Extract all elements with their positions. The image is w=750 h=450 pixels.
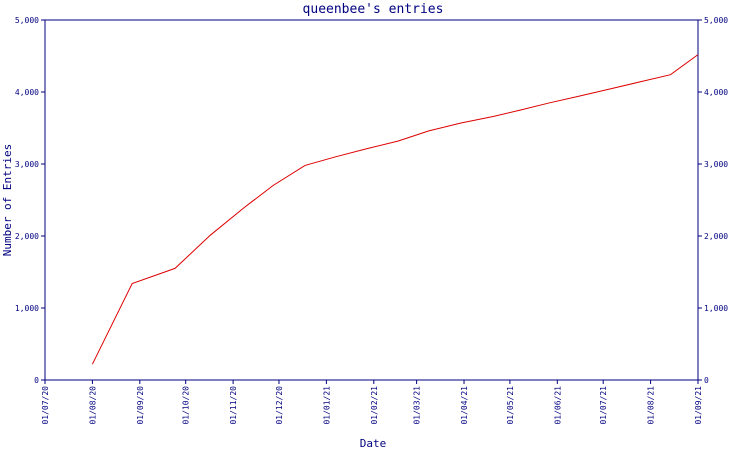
y-tick-label-right: 5,000 <box>704 16 728 25</box>
y-axis-label: Number of Entries <box>1 144 14 257</box>
y-tick-label-right: 3,000 <box>704 160 728 169</box>
y-tick-label-left: 2,000 <box>15 232 39 241</box>
y-tick-label-left: 4,000 <box>15 88 39 97</box>
x-axis-label: Date <box>360 437 387 450</box>
x-tick-label: 01/10/20 <box>182 386 191 425</box>
x-tick-label: 01/07/20 <box>41 386 50 425</box>
y-tick-label-left: 5,000 <box>15 16 39 25</box>
y-tick-label-left: 0 <box>34 376 39 385</box>
x-tick-label: 01/03/21 <box>413 386 422 425</box>
x-tick-label: 01/09/20 <box>136 386 145 425</box>
y-tick-label-left: 3,000 <box>15 160 39 169</box>
x-tick-label: 01/05/21 <box>506 386 515 425</box>
series-line <box>91 54 699 365</box>
y-tick-label-right: 0 <box>704 376 709 385</box>
chart-title: queenbee's entries <box>303 2 444 17</box>
x-tick-label: 01/04/21 <box>460 386 469 425</box>
x-tick-label: 01/02/21 <box>370 386 379 425</box>
plot-frame <box>44 19 699 381</box>
x-tick-label: 01/09/21 <box>694 386 703 425</box>
x-tick-label: 01/06/21 <box>553 386 562 425</box>
y-tick-label-right: 2,000 <box>704 232 728 241</box>
x-tick-label: 01/08/21 <box>647 386 656 425</box>
plot-area: 0 0 1,000 1,000 2,000 2,000 3,000 3,000 4,000 4,0… <box>15 16 728 425</box>
y-tick-label-left: 1,000 <box>15 304 39 313</box>
x-tick-label: 01/01/21 <box>322 386 331 425</box>
x-tick-label: 01/07/21 <box>599 386 608 425</box>
x-tick-label: 01/08/20 <box>88 386 97 425</box>
y-tick-label-right: 4,000 <box>704 88 728 97</box>
x-tick-label: 01/11/20 <box>229 386 238 425</box>
y-tick-label-right: 1,000 <box>704 304 728 313</box>
x-tick-label: 01/12/20 <box>275 386 284 425</box>
